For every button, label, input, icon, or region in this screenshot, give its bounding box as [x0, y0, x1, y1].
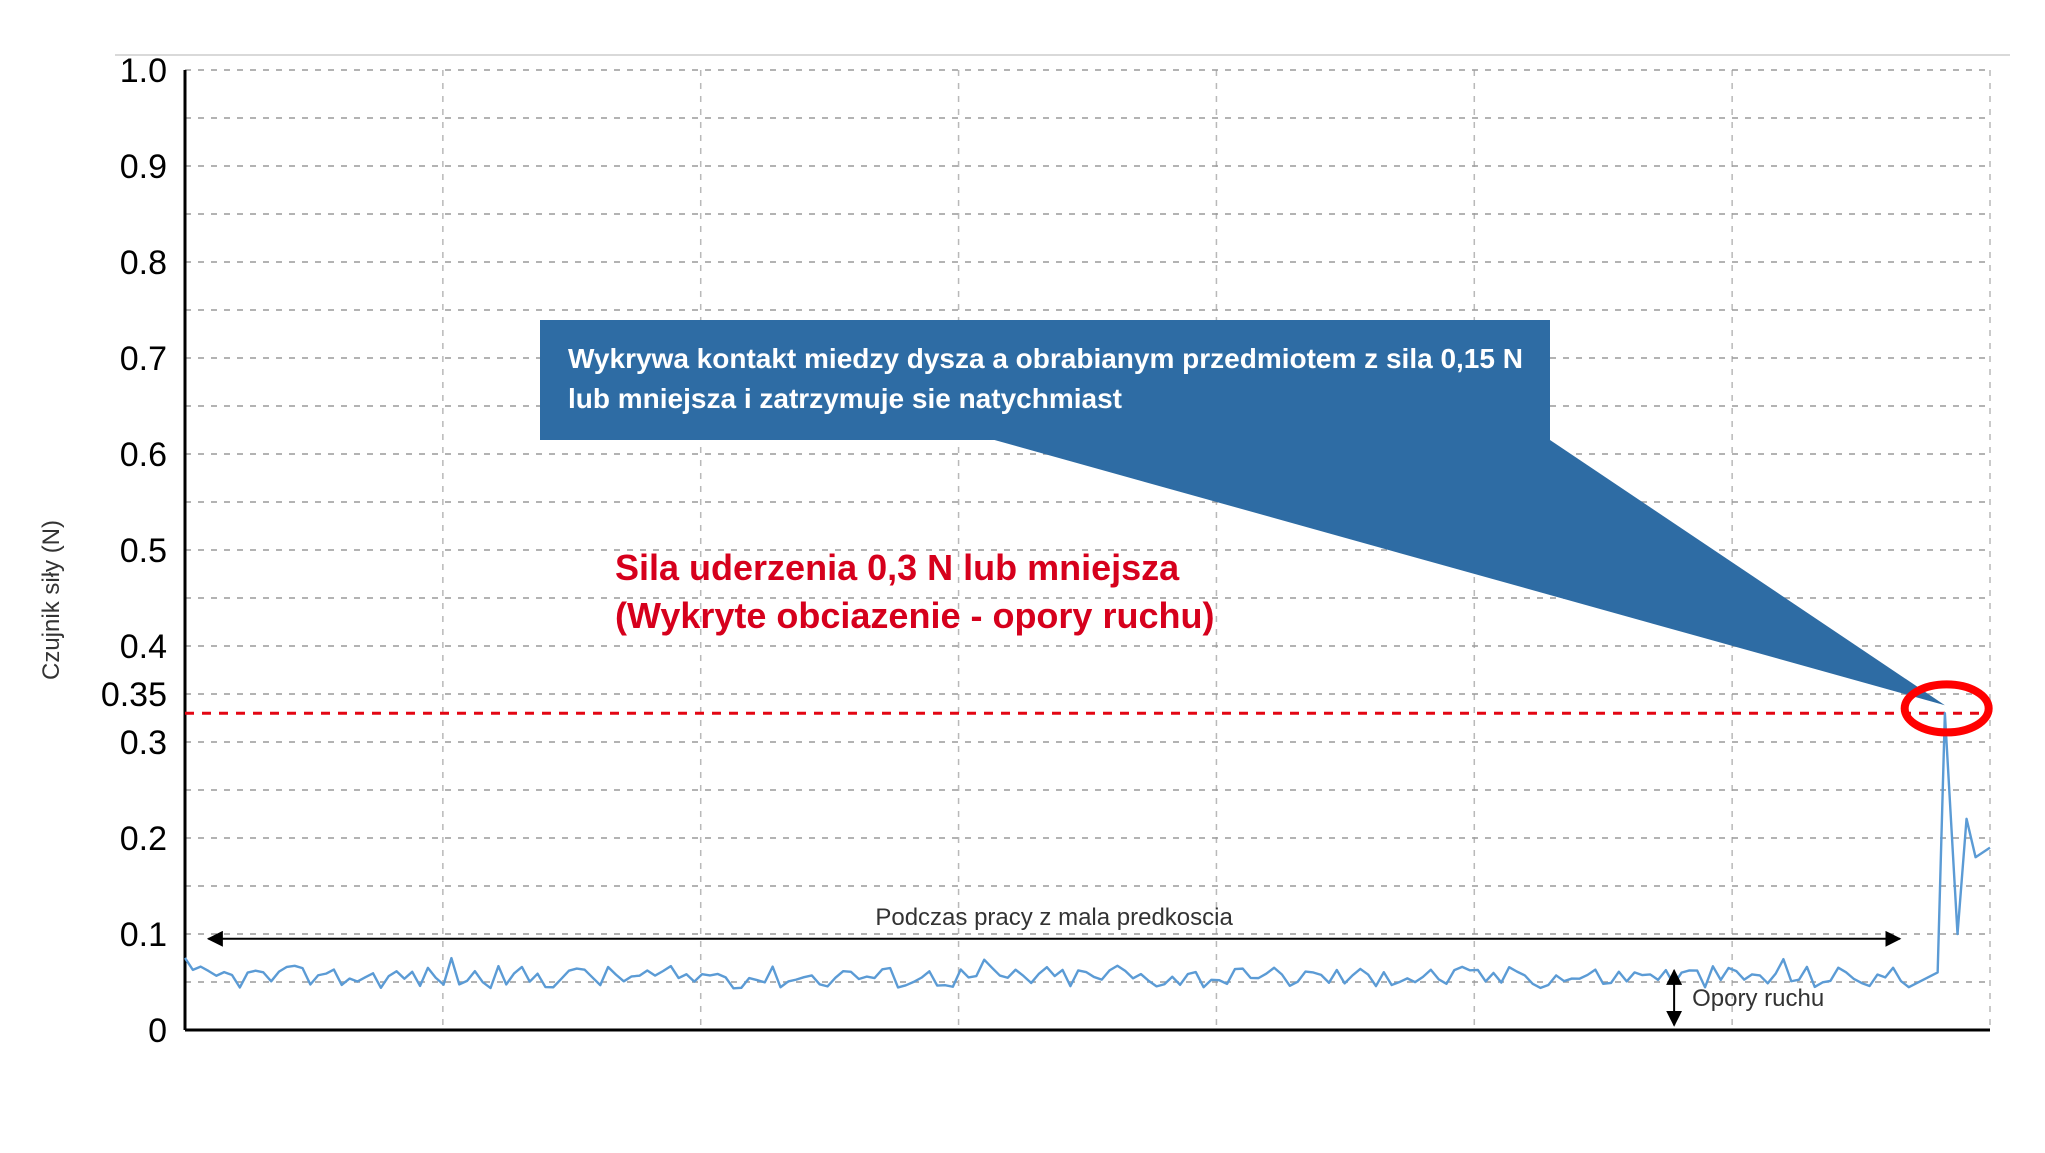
y-tick-label: 0.7 — [120, 340, 167, 378]
y-tick-label: 0.35 — [101, 676, 167, 714]
y-tick-label: 0.5 — [120, 532, 167, 570]
y-tick-label: 0.4 — [120, 628, 167, 666]
threshold-annotation-line1: Sila uderzenia 0,3 N lub mniejsza — [615, 547, 1180, 588]
y-tick-label: 0.9 — [120, 148, 167, 186]
data-series-line — [185, 713, 1990, 988]
y-tick-label: 0.3 — [120, 724, 167, 762]
callout-box — [540, 320, 1550, 440]
y-axis-label-text: Czujnik siły (N) — [38, 520, 65, 680]
y-tick-label: 0.8 — [120, 244, 167, 282]
chart-container: Czujnik siły (N) 0 0.1 0.2 0.3 0.35 0.4 0.5 0.6… — [0, 0, 2045, 1153]
y-tick-label: 0.1 — [120, 916, 167, 954]
threshold-annotation-line2: (Wykryte obciazenie - opory ruchu) — [615, 595, 1214, 636]
y-tick-label: 0.6 — [120, 436, 167, 474]
range-arrow-label: Podczas pracy z mala predkoscia — [875, 904, 1233, 931]
y-tick-label: 0.2 — [120, 820, 167, 858]
y-tick-label: 1.0 — [120, 52, 167, 90]
callout-text-line2: lub mniejsza i zatrzymuje sie natychmias… — [568, 383, 1122, 414]
opory-arrow-label: Opory ruchu — [1692, 985, 1824, 1012]
callout-text-line1: Wykrywa kontakt miedzy dysza a obrabiany… — [568, 343, 1523, 374]
y-tick-label: 0 — [148, 1012, 167, 1050]
y-axis-label: Czujnik siły (N) — [38, 520, 66, 680]
chart-svg: 0 0.1 0.2 0.3 0.35 0.4 0.5 0.6 0.7 0.8 0.9 1.0 Wykry… — [0, 0, 2045, 1153]
